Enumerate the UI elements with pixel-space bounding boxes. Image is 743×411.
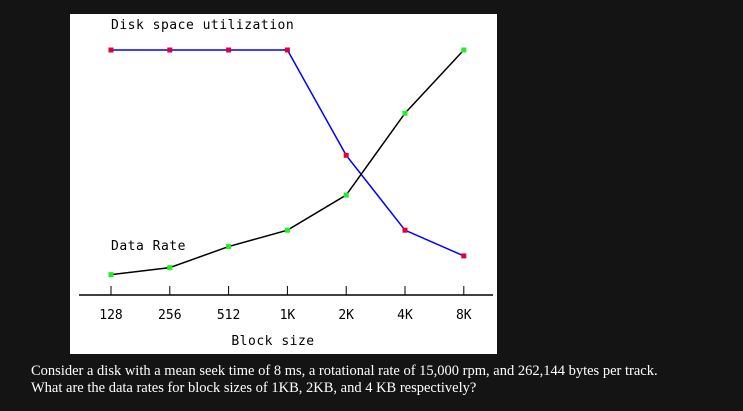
data-point <box>167 265 173 271</box>
data-point <box>108 47 114 53</box>
x-axis-title: Block size <box>231 334 314 349</box>
data-point <box>343 192 349 198</box>
data-point <box>461 253 467 259</box>
data-point <box>343 152 349 158</box>
data-point <box>226 244 232 250</box>
x-tick-label: 512 <box>217 308 240 323</box>
line-chart: 128 256 512 1K 2K 4K 8K Block size Disk space ut… <box>79 18 493 349</box>
data-point <box>226 47 232 53</box>
x-tick-label: 2K <box>338 308 354 323</box>
data-point <box>402 227 408 233</box>
x-tick-label: 4K <box>397 308 413 323</box>
series-line <box>111 49 465 257</box>
data-point <box>402 110 408 116</box>
series-label: Data Rate <box>111 239 186 254</box>
data-point <box>284 47 290 53</box>
chart-panel: 128 256 512 1K 2K 4K 8K Block size Disk space ut… <box>70 14 497 354</box>
data-point <box>284 227 290 233</box>
data-point <box>108 272 114 278</box>
x-tick-label: 1K <box>280 308 296 323</box>
x-tick-label: 8K <box>456 308 472 323</box>
question-line-1: Consider a disk with a mean seek time of… <box>31 363 658 379</box>
series-label: Disk space utilization <box>111 18 294 33</box>
x-tick-label: 256 <box>158 308 181 323</box>
question-line-2: What are the data rates for block sizes … <box>31 380 477 396</box>
data-point <box>167 47 173 53</box>
question-text: Consider a disk with a mean seek time of… <box>31 363 731 397</box>
data-point <box>461 47 467 53</box>
x-tick-label: 128 <box>99 308 122 323</box>
